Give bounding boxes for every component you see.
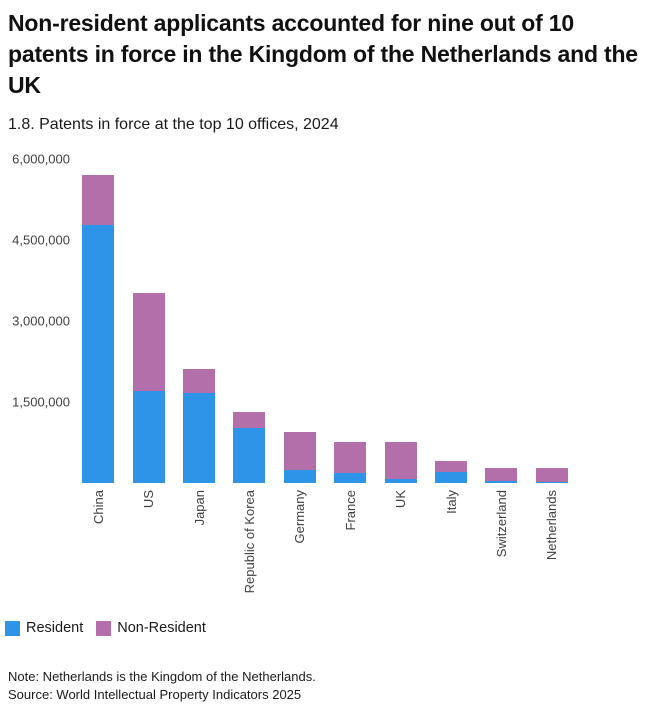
x-label-italy: Italy [443, 490, 459, 514]
y-tick-1-500-000: 1,500,000 [12, 394, 70, 410]
x-label-germany: Germany [292, 490, 308, 544]
bar-segment-resident-china[interactable] [82, 224, 115, 483]
legend-label-resident: Resident [26, 620, 84, 636]
bar-segment-resident-switzerland[interactable] [485, 480, 518, 483]
x-label-us: US [141, 490, 157, 509]
bar-republic-of-korea[interactable] [233, 412, 266, 483]
x-label-japan: Japan [191, 490, 207, 526]
bar-slot-switzerland [476, 159, 526, 483]
bar-switzerland[interactable] [485, 467, 518, 483]
legend: Resident Non-Resident [5, 620, 206, 636]
bar-slot-japan [174, 159, 224, 483]
x-label-slot-republic-of-korea: Republic of Korea [224, 490, 274, 615]
bar-italy[interactable] [435, 460, 468, 483]
x-label-republic-of-korea: Republic of Korea [241, 490, 257, 594]
bar-segment-resident-japan[interactable] [183, 393, 216, 483]
bar-segment-non-resident-republic-of-korea[interactable] [233, 412, 266, 428]
x-label-slot-france: France [325, 490, 375, 615]
x-label-slot-uk: UK [375, 490, 425, 615]
x-label-uk: UK [393, 490, 409, 509]
chart-subtitle: 1.8. Patents in force at the top 10 offi… [8, 116, 339, 133]
chart-footer: Note: Netherlands is the Kingdom of the … [8, 668, 648, 704]
bar-segment-non-resident-japan[interactable] [183, 369, 216, 394]
y-tick-3-000-000: 3,000,000 [12, 313, 70, 329]
bar-segment-resident-germany[interactable] [283, 469, 316, 483]
y-axis: 1,500,000 3,000,000 4,500,000 6,000,000 [0, 152, 70, 483]
bar-slot-germany [275, 159, 325, 483]
bar-segment-non-resident-uk[interactable] [384, 442, 417, 479]
bar-japan[interactable] [183, 369, 216, 483]
x-label-slot-italy: Italy [426, 490, 476, 615]
y-tick-6-000-000: 6,000,000 [12, 151, 70, 167]
x-label-slot-germany: Germany [275, 490, 325, 615]
bar-segment-non-resident-us[interactable] [132, 293, 165, 392]
plot-area [73, 159, 577, 483]
bar-segment-resident-italy[interactable] [435, 471, 468, 483]
bar-germany[interactable] [283, 431, 316, 483]
legend-item-resident[interactable]: Resident [5, 620, 83, 636]
x-label-china: China [90, 490, 106, 524]
bar-segment-resident-france[interactable] [334, 472, 367, 483]
x-label-slot-netherlands: Netherlands [527, 490, 577, 615]
x-label-slot-china: China [73, 490, 123, 615]
legend-swatch-non-resident [96, 620, 112, 636]
bar-slot-us [123, 159, 173, 483]
bar-slot-republic-of-korea [224, 159, 274, 483]
x-label-netherlands: Netherlands [544, 490, 560, 561]
chart-source: Source: World Intellectual Property Indi… [8, 687, 302, 702]
x-label-slot-us: US [123, 490, 173, 615]
bar-slot-uk [375, 159, 425, 483]
x-label-france: France [342, 490, 358, 531]
bar-slot-netherlands [527, 159, 577, 483]
y-tick-4-500-000: 4,500,000 [12, 232, 70, 248]
bar-china[interactable] [82, 174, 115, 483]
bar-segment-non-resident-netherlands[interactable] [535, 468, 568, 482]
bar-segment-non-resident-switzerland[interactable] [485, 467, 518, 481]
legend-swatch-resident [5, 620, 20, 636]
x-label-slot-japan: Japan [174, 490, 224, 615]
bar-segment-non-resident-france[interactable] [334, 441, 367, 473]
bar-slot-france [325, 159, 375, 483]
bar-slot-italy [426, 159, 476, 483]
bar-segment-resident-netherlands[interactable] [535, 481, 568, 483]
bar-segment-resident-uk[interactable] [384, 478, 417, 483]
bar-segment-resident-us[interactable] [132, 391, 165, 483]
x-label-slot-switzerland: Switzerland [476, 490, 526, 615]
bar-us[interactable] [132, 293, 165, 483]
chart-title: Non-resident applicants accounted for ni… [8, 10, 638, 98]
x-axis-labels: China US Japan Republic of Korea Germany Fran… [73, 490, 577, 615]
bar-segment-non-resident-germany[interactable] [283, 431, 316, 470]
bar-france[interactable] [334, 441, 367, 483]
bar-segment-resident-republic-of-korea[interactable] [233, 427, 266, 483]
chart-note: Note: Netherlands is the Kingdom of the … [8, 669, 316, 684]
bar-segment-non-resident-italy[interactable] [435, 460, 468, 472]
bar-segment-non-resident-china[interactable] [82, 174, 115, 225]
x-label-switzerland: Switzerland [493, 490, 509, 558]
bar-slot-china [73, 159, 123, 483]
legend-label-non-resident: Non-Resident [117, 620, 206, 636]
bar-netherlands[interactable] [535, 468, 568, 483]
bar-uk[interactable] [384, 442, 417, 483]
legend-item-non-resident[interactable]: Non-Resident [96, 620, 206, 636]
